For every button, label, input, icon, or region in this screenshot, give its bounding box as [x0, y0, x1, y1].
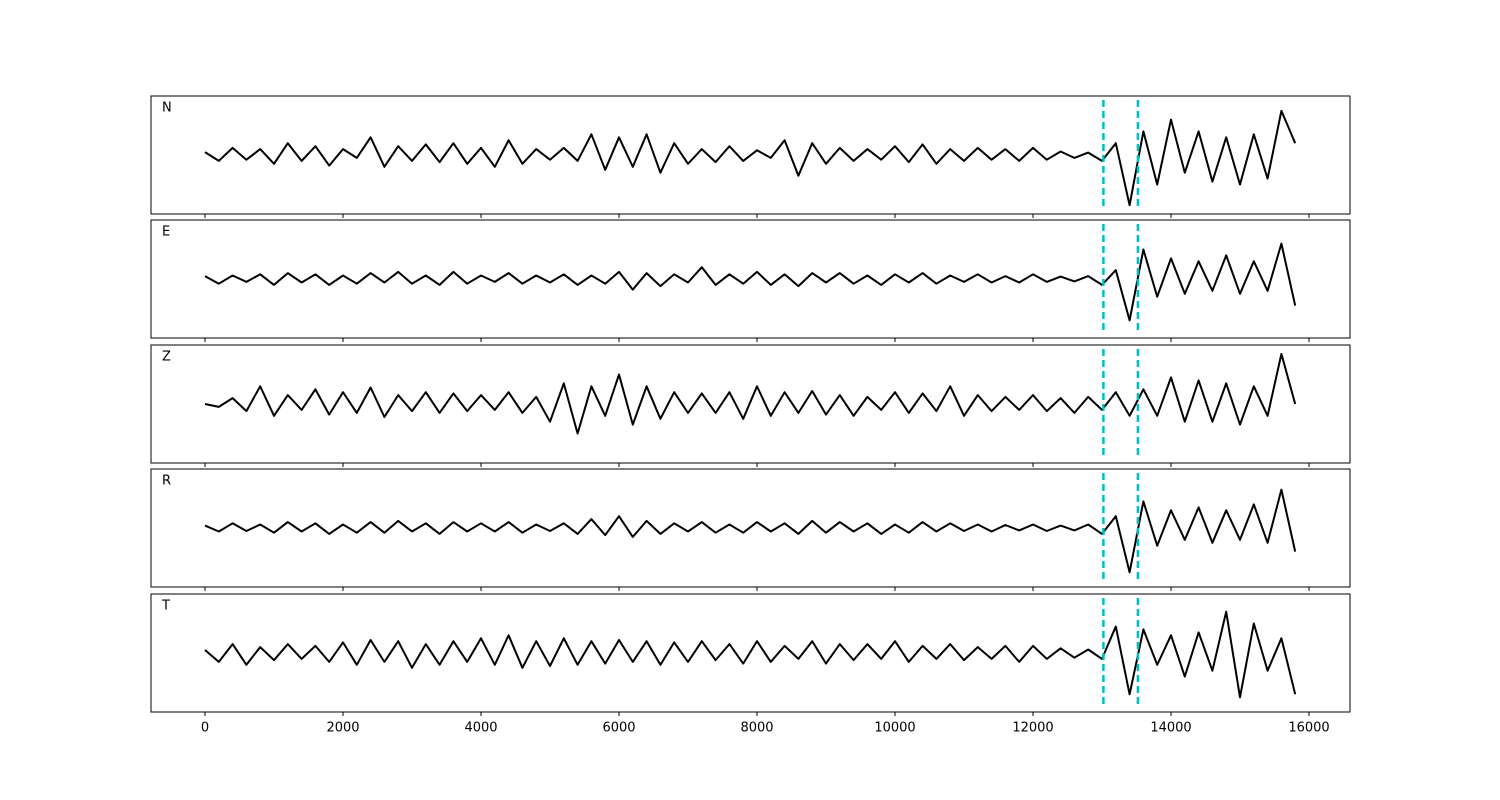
trace [204, 109, 1297, 207]
panel-label: R [162, 474, 171, 489]
panel-frame [150, 95, 1351, 215]
panel-frame [150, 344, 1351, 464]
panel-frame [150, 593, 1351, 713]
x-tick-label: 8000 [740, 721, 773, 736]
x-tick-label: 16000 [1288, 721, 1329, 736]
x-tick-label: 10000 [874, 721, 915, 736]
trace [204, 610, 1297, 699]
panel-label: N [162, 101, 172, 116]
panel-label: Z [162, 350, 171, 365]
x-tick-label: 0 [201, 721, 209, 736]
panel-label: E [162, 225, 170, 240]
trace [204, 488, 1297, 574]
panel-label: T [161, 599, 170, 614]
trace [204, 352, 1297, 435]
x-tick-label: 6000 [602, 721, 635, 736]
x-tick-label: 2000 [326, 721, 359, 736]
x-tick-label: 14000 [1150, 721, 1191, 736]
trace [204, 242, 1297, 322]
x-tick-label: 12000 [1012, 721, 1053, 736]
panel-frame [150, 219, 1351, 339]
x-tick-label: 4000 [464, 721, 497, 736]
panel-frame [150, 468, 1351, 588]
